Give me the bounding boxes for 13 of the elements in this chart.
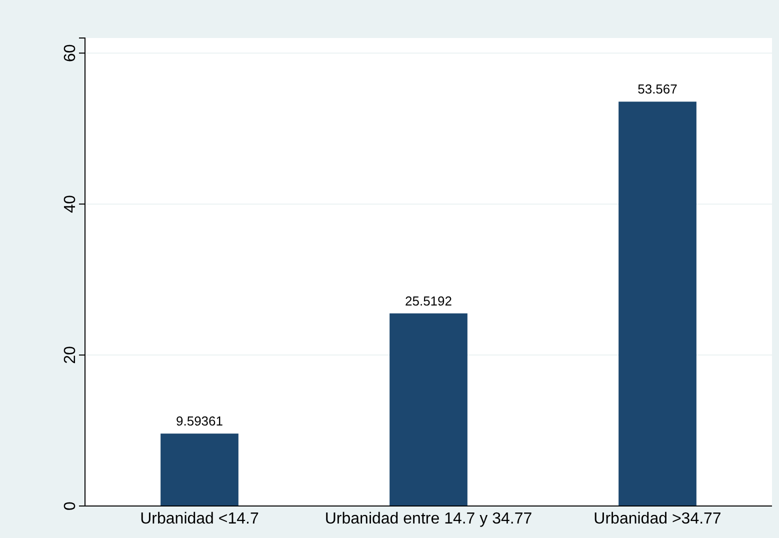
- bar: [618, 102, 696, 506]
- x-tick-label: Urbanidad entre 14.7 y 34.77: [324, 510, 532, 528]
- x-tick-label: Urbanidad <14.7: [140, 510, 259, 528]
- data-label: 53.567: [638, 82, 678, 97]
- y-tick-label: 40: [62, 195, 79, 213]
- data-label: 9.59361: [176, 414, 223, 429]
- bar: [390, 313, 468, 506]
- bar: [160, 434, 238, 506]
- y-tick-label: 0: [62, 501, 79, 510]
- y-tick-label: 20: [62, 346, 79, 364]
- y-tick-label: 60: [62, 44, 79, 62]
- x-tick-label: Urbanidad >34.77: [594, 510, 722, 528]
- data-label: 25.5192: [405, 293, 452, 308]
